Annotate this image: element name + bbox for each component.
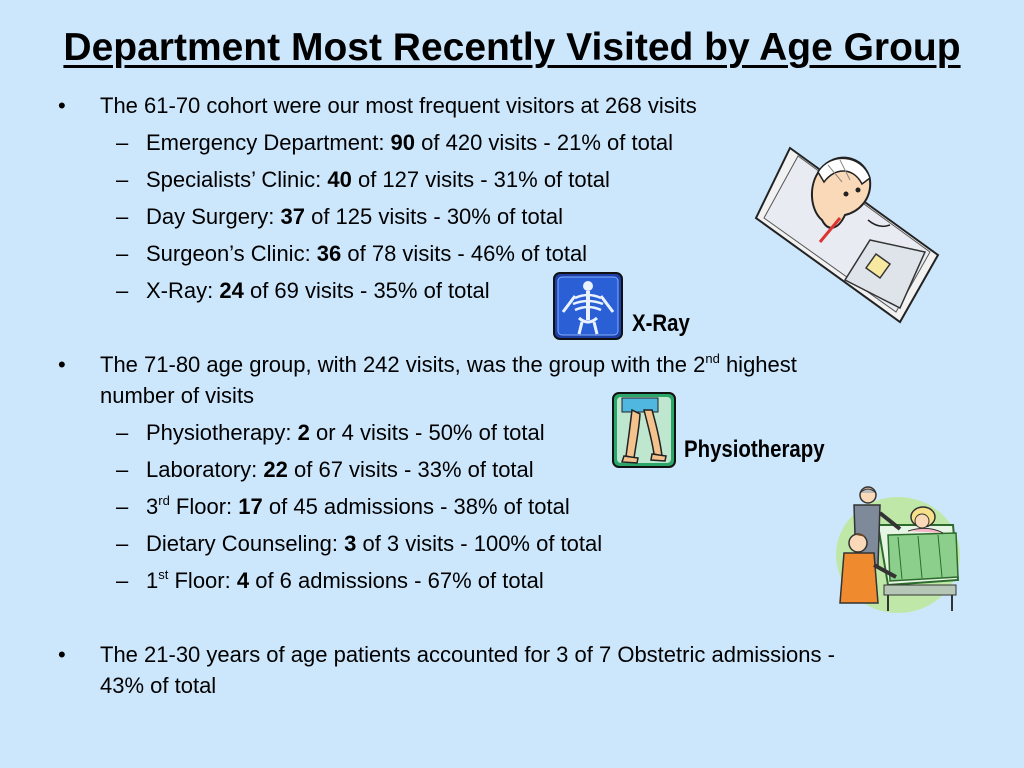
xray-caption: X-Ray [632, 310, 690, 337]
bullet-marker: • [58, 352, 66, 377]
sub-item-specialists: Specialists’ Clinic: 40 of 127 visits - … [146, 167, 610, 192]
bullet-3-line-1: The 21-30 years of age patients accounte… [100, 642, 835, 667]
bullet-1-text: The 61-70 cohort were our most frequent … [100, 93, 697, 118]
bullet-2-line-1: The 71-80 age group, with 242 visits, wa… [100, 350, 797, 377]
dash-marker: – [116, 204, 129, 229]
dash-marker: – [116, 568, 129, 593]
dash-marker: – [116, 241, 129, 266]
sub-item-physiotherapy: Physiotherapy: 2 or 4 visits - 50% of to… [146, 420, 545, 445]
dash-marker: – [116, 531, 129, 556]
dash-marker: – [116, 167, 129, 192]
sub-item-emergency: Emergency Department: 90 of 420 visits -… [146, 130, 674, 155]
bullet-3-line-2: 43% of total [100, 673, 217, 698]
sub-item-surgeons-clinic: Surgeon’s Clinic: 36 of 78 visits - 46% … [146, 241, 588, 266]
sub-item-1st-floor: 1st Floor: 4 of 6 admissions - 67% of to… [146, 566, 544, 593]
sub-item-day-surgery: Day Surgery: 37 of 125 visits - 30% of t… [146, 204, 564, 229]
physiotherapy-legs-icon [612, 392, 676, 468]
sub-item-dietary: Dietary Counseling: 3 of 3 visits - 100%… [146, 531, 603, 556]
bullet-2-line-2: number of visits [100, 383, 255, 408]
sub-item-laboratory: Laboratory: 22 of 67 visits - 33% of tot… [146, 457, 534, 482]
xray-skeleton-icon [553, 272, 623, 340]
bullet-marker: • [58, 642, 66, 667]
dash-marker: – [116, 457, 129, 482]
dash-marker: – [116, 278, 129, 303]
sick-patient-clipart [754, 146, 940, 324]
slide-title: Department Most Recently Visited by Age … [63, 26, 961, 69]
sub-item-xray: X-Ray: 24 of 69 visits - 35% of total [146, 278, 490, 303]
hospital-bed-clipart [836, 486, 960, 613]
dash-marker: – [116, 130, 129, 155]
sub-item-3rd-floor: 3rd Floor: 17 of 45 admissions - 38% of … [146, 492, 570, 519]
dash-marker: – [116, 494, 129, 519]
bullet-marker: • [58, 93, 66, 118]
physiotherapy-caption: Physiotherapy [684, 436, 825, 463]
dash-marker: – [116, 420, 129, 445]
